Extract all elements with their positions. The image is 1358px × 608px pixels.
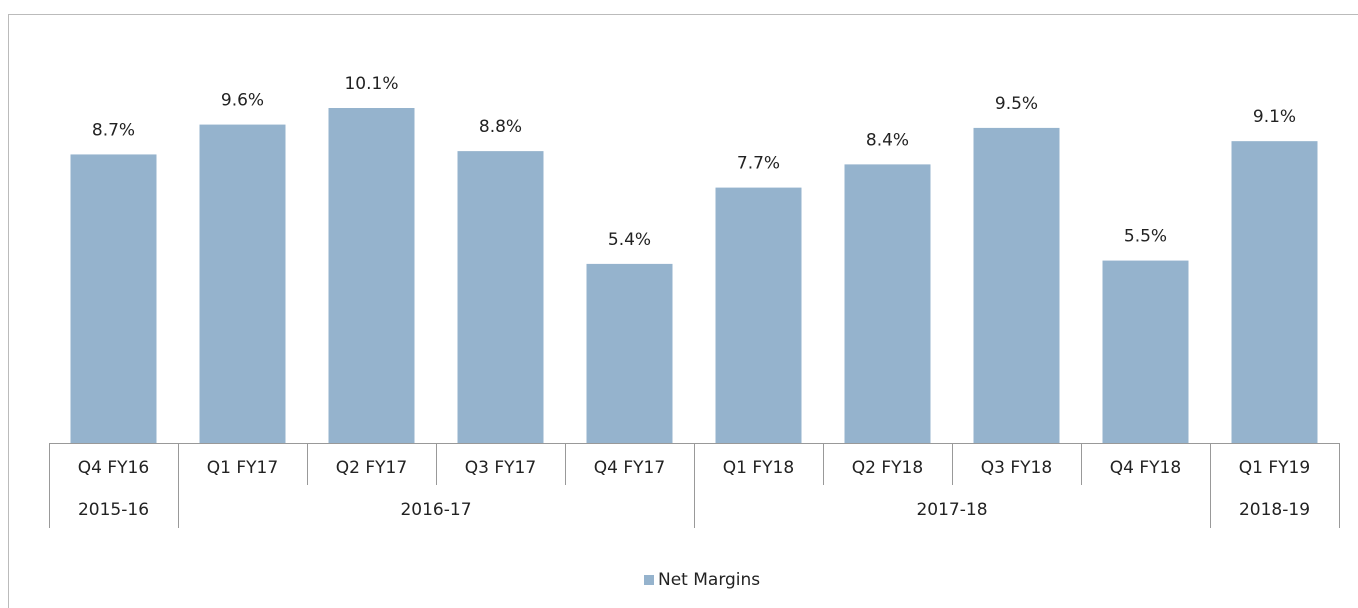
legend-swatch bbox=[644, 575, 654, 585]
data-label: 7.7% bbox=[737, 154, 780, 174]
data-label: 9.6% bbox=[221, 91, 264, 111]
bar bbox=[1231, 141, 1318, 443]
x-tick-label: Q2 FY17 bbox=[336, 458, 407, 478]
data-label: 8.4% bbox=[866, 130, 909, 150]
chart-frame bbox=[8, 14, 1358, 608]
bar bbox=[715, 187, 802, 443]
legend-label: Net Margins bbox=[658, 570, 760, 590]
x-tick-label: Q4 FY16 bbox=[78, 458, 149, 478]
data-label: 10.1% bbox=[344, 74, 398, 94]
data-label: 5.5% bbox=[1124, 227, 1167, 247]
x-tick-label: Q1 FY19 bbox=[1239, 458, 1310, 478]
x-tick-label: Q4 FY17 bbox=[594, 458, 665, 478]
group-label: 2018-19 bbox=[1239, 500, 1310, 520]
group-label: 2016-17 bbox=[400, 500, 471, 520]
group-label: 2015-16 bbox=[78, 500, 149, 520]
bar bbox=[457, 151, 544, 443]
x-tick-label: Q3 FY17 bbox=[465, 458, 536, 478]
bar bbox=[586, 263, 673, 443]
bar bbox=[328, 108, 415, 443]
x-tick-label: Q1 FY17 bbox=[207, 458, 278, 478]
data-label: 8.7% bbox=[92, 120, 135, 140]
bar bbox=[1102, 260, 1189, 443]
x-tick-label: Q1 FY18 bbox=[723, 458, 794, 478]
x-tick-label: Q3 FY18 bbox=[981, 458, 1052, 478]
bar bbox=[973, 127, 1060, 443]
x-tick-label: Q4 FY18 bbox=[1110, 458, 1181, 478]
bar bbox=[844, 164, 931, 443]
group-label: 2017-18 bbox=[916, 500, 987, 520]
data-label: 9.5% bbox=[995, 94, 1038, 114]
bar bbox=[70, 154, 157, 443]
x-tick-label: Q2 FY18 bbox=[852, 458, 923, 478]
data-label: 8.8% bbox=[479, 117, 522, 137]
data-label: 5.4% bbox=[608, 230, 651, 250]
data-label: 9.1% bbox=[1253, 107, 1296, 127]
bar bbox=[199, 124, 286, 443]
